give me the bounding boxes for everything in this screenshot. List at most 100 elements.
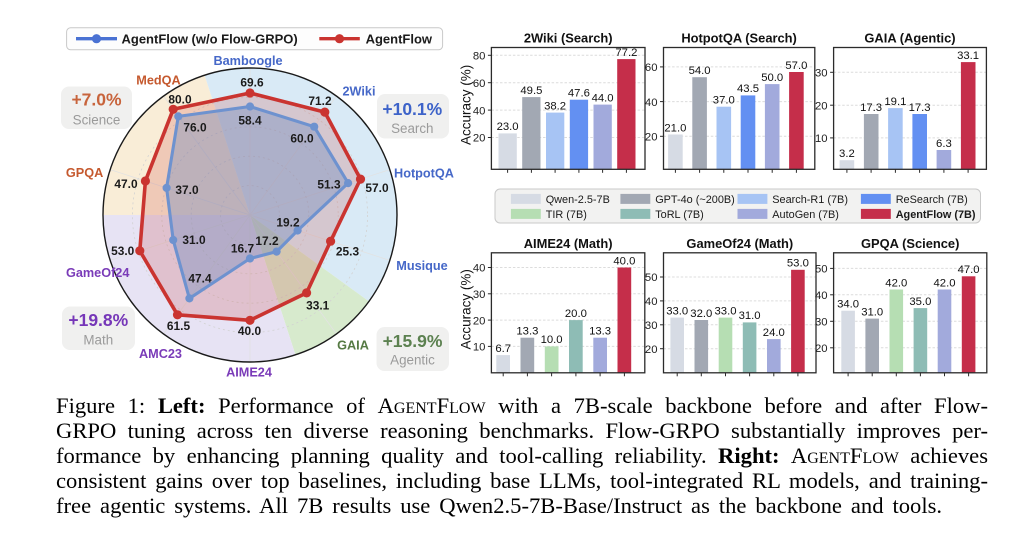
svg-text:GAIA (Agentic): GAIA (Agentic) — [864, 31, 955, 46]
svg-text:80.0: 80.0 — [168, 92, 192, 106]
svg-text:AMC23: AMC23 — [139, 347, 182, 361]
svg-text:37.0: 37.0 — [713, 95, 735, 107]
svg-text:Search-R1 (7B): Search-R1 (7B) — [772, 194, 848, 206]
svg-text:Musique: Musique — [396, 259, 447, 273]
svg-text:43.5: 43.5 — [737, 83, 759, 95]
svg-text:16.7: 16.7 — [231, 241, 255, 255]
svg-text:HotpotQA (Search): HotpotQA (Search) — [681, 31, 797, 46]
svg-text:33.1: 33.1 — [957, 50, 979, 62]
svg-text:40: 40 — [473, 263, 486, 275]
svg-text:AgentFlow (w/o Flow-GRPO): AgentFlow (w/o Flow-GRPO) — [122, 32, 298, 47]
svg-text:19.2: 19.2 — [276, 215, 300, 229]
svg-text:GameOf24 (Math): GameOf24 (Math) — [686, 236, 793, 251]
svg-text:57.0: 57.0 — [365, 181, 389, 195]
svg-text:13.3: 13.3 — [589, 326, 611, 338]
svg-text:77.2: 77.2 — [615, 47, 637, 59]
svg-text:40.0: 40.0 — [613, 255, 635, 267]
svg-text:6.7: 6.7 — [495, 343, 511, 355]
svg-text:13.3: 13.3 — [516, 326, 538, 338]
svg-text:Qwen-2.5-7B: Qwen-2.5-7B — [546, 194, 610, 206]
svg-text:54.0: 54.0 — [689, 65, 711, 77]
svg-text:47.4: 47.4 — [188, 271, 212, 285]
svg-text:20.0: 20.0 — [565, 308, 587, 320]
svg-text:47.0: 47.0 — [958, 264, 980, 276]
svg-text:61.5: 61.5 — [167, 319, 191, 333]
svg-text:49.5: 49.5 — [520, 85, 542, 97]
svg-text:Bamboogle: Bamboogle — [213, 54, 282, 68]
svg-text:Math: Math — [83, 333, 113, 348]
svg-text:33.0: 33.0 — [666, 305, 688, 317]
svg-text:60.0: 60.0 — [290, 131, 314, 145]
svg-text:MedQA: MedQA — [136, 74, 180, 88]
svg-text:20: 20 — [645, 132, 658, 144]
svg-text:GPT-4o (~200B): GPT-4o (~200B) — [655, 194, 735, 206]
svg-text:69.6: 69.6 — [240, 75, 264, 89]
svg-text:31.0: 31.0 — [861, 306, 883, 318]
svg-text:21.0: 21.0 — [664, 122, 686, 134]
svg-text:57.0: 57.0 — [785, 60, 807, 72]
svg-text:31.0: 31.0 — [182, 233, 206, 247]
svg-text:AutoGen (7B): AutoGen (7B) — [772, 209, 839, 221]
svg-text:AIME24 (Math): AIME24 (Math) — [524, 236, 613, 251]
svg-text:AgentFlow (7B): AgentFlow (7B) — [896, 209, 976, 221]
svg-text:Accuracy (%): Accuracy (%) — [459, 65, 474, 145]
svg-text:+15.9%: +15.9% — [383, 331, 443, 351]
svg-text:20: 20 — [645, 344, 658, 356]
svg-text:24.0: 24.0 — [763, 327, 785, 339]
svg-text:GAIA: GAIA — [337, 339, 369, 353]
svg-text:19.1: 19.1 — [884, 96, 906, 108]
svg-text:17.2: 17.2 — [255, 234, 279, 248]
svg-text:40: 40 — [645, 97, 658, 109]
svg-text:33.0: 33.0 — [715, 305, 737, 317]
svg-text:AgentFlow: AgentFlow — [366, 32, 433, 47]
svg-text:53.0: 53.0 — [111, 244, 135, 258]
svg-text:58.4: 58.4 — [238, 113, 262, 127]
svg-text:+19.8%: +19.8% — [68, 310, 128, 330]
svg-text:76.0: 76.0 — [183, 120, 207, 134]
svg-text:40: 40 — [815, 290, 828, 302]
svg-text:10: 10 — [815, 133, 828, 145]
svg-text:6.3: 6.3 — [936, 138, 952, 150]
svg-text:51.3: 51.3 — [317, 177, 341, 191]
svg-text:50: 50 — [645, 272, 658, 284]
svg-text:Accuracy (%): Accuracy (%) — [459, 269, 474, 349]
svg-text:34.0: 34.0 — [837, 299, 859, 311]
svg-text:80: 80 — [473, 51, 486, 63]
svg-text:2Wiki: 2Wiki — [342, 85, 375, 99]
svg-text:31.0: 31.0 — [739, 310, 761, 322]
svg-text:42.0: 42.0 — [934, 277, 956, 289]
svg-text:30: 30 — [645, 320, 658, 332]
svg-text:42.0: 42.0 — [885, 277, 907, 289]
svg-text:25.3: 25.3 — [336, 244, 360, 258]
svg-text:47.6: 47.6 — [568, 88, 590, 100]
svg-text:GameOf24: GameOf24 — [66, 266, 129, 280]
svg-text:37.0: 37.0 — [175, 183, 199, 197]
svg-text:40.0: 40.0 — [238, 324, 262, 338]
svg-text:40: 40 — [473, 105, 486, 117]
svg-text:10.0: 10.0 — [541, 334, 563, 346]
svg-text:+7.0%: +7.0% — [71, 90, 122, 110]
svg-text:50.0: 50.0 — [761, 72, 783, 84]
svg-text:23.0: 23.0 — [497, 121, 519, 133]
svg-text:71.2: 71.2 — [308, 94, 332, 108]
svg-text:53.0: 53.0 — [787, 258, 809, 270]
svg-text:3.2: 3.2 — [839, 148, 855, 160]
svg-text:50: 50 — [815, 264, 828, 276]
svg-text:TIR (7B): TIR (7B) — [546, 209, 587, 221]
svg-text:Search: Search — [391, 121, 433, 136]
svg-text:60: 60 — [645, 62, 658, 74]
svg-text:47.0: 47.0 — [114, 177, 138, 191]
svg-text:17.3: 17.3 — [860, 102, 882, 114]
svg-text:60: 60 — [473, 78, 486, 90]
svg-text:20: 20 — [473, 133, 486, 145]
svg-text:20: 20 — [473, 315, 486, 327]
svg-text:44.0: 44.0 — [592, 92, 614, 104]
svg-text:AIME24: AIME24 — [226, 366, 272, 380]
svg-text:10: 10 — [473, 342, 486, 354]
svg-text:2Wiki (Search): 2Wiki (Search) — [524, 31, 613, 46]
svg-text:ReSearch (7B): ReSearch (7B) — [896, 194, 968, 206]
svg-text:GPQA (Science): GPQA (Science) — [861, 236, 959, 251]
svg-text:32.0: 32.0 — [690, 308, 712, 320]
svg-text:35.0: 35.0 — [909, 296, 931, 308]
svg-text:Agentic: Agentic — [390, 353, 435, 368]
